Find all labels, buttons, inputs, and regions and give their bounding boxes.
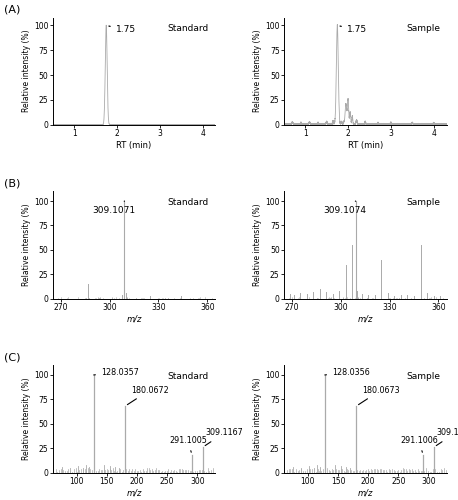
X-axis label: m/z: m/z (358, 488, 373, 498)
Text: (A): (A) (4, 4, 20, 15)
X-axis label: RT (min): RT (min) (348, 141, 383, 150)
Text: 1.75: 1.75 (340, 26, 367, 35)
Text: 309.1071: 309.1071 (92, 201, 135, 215)
Y-axis label: Relative intensity (%): Relative intensity (%) (22, 378, 31, 460)
Text: 1.75: 1.75 (109, 26, 136, 35)
Y-axis label: Relative intensity (%): Relative intensity (%) (253, 30, 262, 112)
Text: Standard: Standard (168, 372, 209, 380)
X-axis label: m/z: m/z (126, 314, 142, 324)
Text: 291.1005: 291.1005 (169, 436, 207, 452)
Y-axis label: Relative intensity (%): Relative intensity (%) (22, 30, 31, 112)
Text: Sample: Sample (406, 372, 440, 380)
Text: 309.1167: 309.1167 (205, 428, 243, 446)
X-axis label: RT (min): RT (min) (116, 141, 152, 150)
Text: 180.0672: 180.0672 (127, 386, 169, 404)
Text: 309.1074: 309.1074 (323, 201, 366, 215)
Text: (B): (B) (4, 178, 20, 188)
Text: 128.0357: 128.0357 (94, 368, 139, 377)
Y-axis label: Relative intensity (%): Relative intensity (%) (22, 204, 31, 286)
Text: (C): (C) (4, 352, 20, 362)
Text: Sample: Sample (406, 24, 440, 33)
X-axis label: m/z: m/z (126, 488, 142, 498)
Text: 291.1006: 291.1006 (400, 436, 438, 452)
X-axis label: m/z: m/z (358, 314, 373, 324)
Text: 128.0356: 128.0356 (325, 368, 370, 377)
Text: 180.0673: 180.0673 (359, 386, 400, 404)
Text: Sample: Sample (406, 198, 440, 207)
Y-axis label: Relative intensity (%): Relative intensity (%) (253, 378, 262, 460)
Y-axis label: Relative intensity (%): Relative intensity (%) (253, 204, 262, 286)
Text: 309.1165: 309.1165 (436, 428, 458, 446)
Text: Standard: Standard (168, 24, 209, 33)
Text: Standard: Standard (168, 198, 209, 207)
